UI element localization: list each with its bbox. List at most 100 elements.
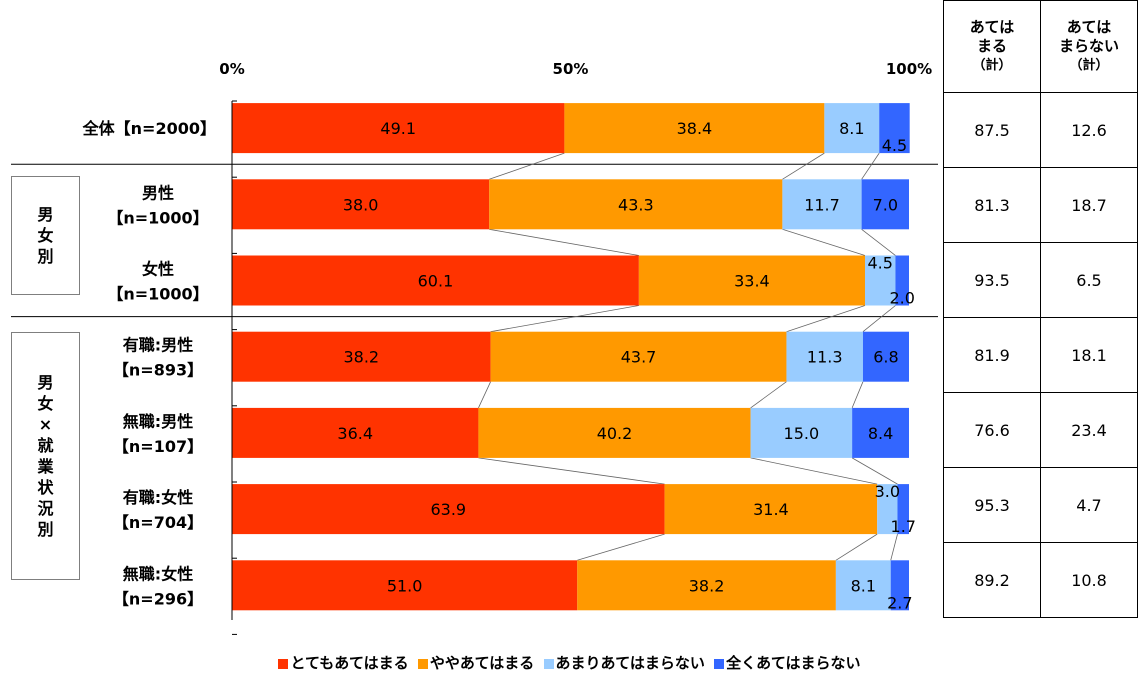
row-label-line1: 男性: [142, 183, 174, 202]
connector-line: [862, 305, 896, 333]
group-separators: [11, 163, 938, 318]
bar-segment: [852, 407, 909, 458]
bar-segment: [490, 331, 787, 382]
bar-value-label: 36.4: [337, 424, 373, 443]
row-label-line2: 【n=704】: [113, 513, 203, 532]
bar-segment: [862, 331, 909, 382]
group-label-gender-employment-text: 男 女 × 就 業 状 況 別: [37, 373, 54, 539]
group-label-gender-text: 男 女 別: [37, 205, 54, 266]
bar-value-label: 38.2: [689, 576, 725, 595]
bar-segment: [824, 103, 880, 154]
bar-segment: [577, 560, 836, 611]
bar-segment: [786, 331, 863, 382]
bar-segment: [232, 331, 491, 382]
bar-value-label: 3.0: [875, 482, 900, 501]
table-row: 93.5 6.5: [943, 242, 1138, 318]
connector-line: [782, 152, 825, 180]
totals-header-not-applies-line1: あては: [1066, 18, 1112, 36]
bar-segment: [232, 103, 565, 154]
bars: 49.1 38.4 8.1 4.5 38.0 43.3 11.7 7.0 60.1 33.4 4.5…: [232, 103, 916, 612]
totals-cell: 93.5: [943, 242, 1041, 318]
connector-lines: [478, 152, 898, 561]
bar-value-label: 1.7: [891, 517, 916, 536]
bar-value-label: 4.5: [882, 136, 907, 155]
bar-value-label: 2.0: [890, 289, 915, 308]
bar-value-label: 15.0: [784, 424, 820, 443]
connector-line: [750, 381, 787, 409]
row-label-line2: 【n=296】: [113, 589, 203, 608]
x-tick-label: 0%: [219, 60, 244, 78]
totals-header-not-applies-line2: まらない: [1058, 37, 1119, 55]
bar-value-label: 38.2: [343, 348, 379, 367]
bar-segment: [879, 103, 910, 154]
row-label-line1: 無職:女性: [123, 564, 193, 583]
table-row: 81.3 18.7: [943, 167, 1138, 243]
row-label-line2: 【n=1000】: [107, 208, 208, 227]
bar-segment: [861, 179, 909, 230]
totals-cell: 10.8: [1040, 542, 1138, 618]
totals-header-applies-line3: （計）: [972, 58, 1012, 73]
bar-segment: [664, 484, 878, 535]
bar-segment: [232, 179, 490, 230]
legend-label: ややあてはまる: [429, 654, 535, 672]
connector-line: [489, 152, 565, 180]
connector-line: [577, 533, 665, 561]
totals-cell: 4.7: [1040, 467, 1138, 543]
bar-value-label: 11.7: [804, 195, 840, 214]
legend-swatch: [714, 659, 725, 669]
bar-value-label: 33.4: [734, 272, 770, 291]
connector-line: [890, 533, 898, 561]
bar-value-label: 63.9: [430, 500, 466, 519]
bar-value-label: 8.1: [851, 576, 876, 595]
x-tick-label: 50%: [553, 60, 589, 78]
bar-segment: [890, 560, 909, 611]
legend-item: 全くあてはまらない: [714, 652, 861, 673]
connector-line: [478, 457, 665, 485]
bar-value-label: 43.3: [618, 195, 654, 214]
connector-line: [478, 381, 491, 409]
bar-value-label: 8.1: [839, 119, 864, 138]
table-row: 81.9 18.1: [943, 317, 1138, 393]
legend-swatch: [543, 659, 554, 669]
group-label-gender-employment: 男 女 × 就 業 状 況 別: [11, 332, 80, 580]
table-row: 95.3 4.7: [943, 467, 1138, 543]
totals-cell: 87.5: [943, 92, 1041, 168]
bar-value-label: 51.0: [387, 576, 423, 595]
totals-cell: 12.6: [1040, 92, 1138, 168]
bar-segment: [835, 560, 891, 611]
bar-value-label: 38.4: [677, 119, 713, 138]
bar-value-label: 11.3: [807, 348, 843, 367]
legend-swatch: [417, 659, 428, 669]
x-axis-ticks: 0% 50% 100%: [219, 60, 932, 635]
totals-header-not-applies-line3: （計）: [1069, 58, 1109, 73]
bar-segment: [782, 179, 862, 230]
totals-cell: 95.3: [943, 467, 1041, 543]
bar-value-label: 6.8: [873, 348, 898, 367]
stacked-bar-chart: 0% 50% 100% 49.1 38.4 8.1 4.5 38.0 43.3 11.7 7.0 6…: [11, 60, 938, 635]
bar-value-label: 38.0: [343, 195, 379, 214]
totals-cell: 81.9: [943, 317, 1041, 393]
table-row: 87.5 12.6: [943, 92, 1138, 168]
bar-segment: [232, 484, 665, 535]
totals-header-applies-line2: まる: [976, 37, 1007, 55]
row-label-line1: 有職:女性: [123, 488, 193, 507]
row-label-line1: 女性: [142, 260, 174, 279]
totals-header-applies-line1: あては: [969, 18, 1015, 36]
legend-item: とてもあてはまる: [278, 652, 409, 673]
totals-header-not-applies: あては まらない （計）: [1040, 0, 1138, 93]
row-label-line2: 【n=1000】: [107, 285, 208, 304]
bar-segment: [478, 407, 751, 458]
row-label-line1: 有職:男性: [123, 336, 193, 355]
legend: とてもあてはまる ややあてはまる あまりあてはまらない 全くあてはまらない: [0, 652, 1139, 673]
row-label: 全体【n=2000】: [82, 119, 216, 138]
connector-line: [851, 381, 864, 409]
totals-header-applies: あては まる （計）: [943, 0, 1041, 93]
row-label-line2: 【n=893】: [113, 361, 203, 380]
connector-line: [489, 228, 639, 256]
connector-line: [490, 305, 639, 333]
totals-table: あては まる （計） あては まらない （計） 87.5 12.6 81.3 1…: [943, 0, 1138, 618]
legend-swatch: [278, 659, 289, 669]
connector-line: [782, 228, 866, 256]
bar-segment: [864, 255, 896, 306]
bar-segment: [750, 407, 853, 458]
